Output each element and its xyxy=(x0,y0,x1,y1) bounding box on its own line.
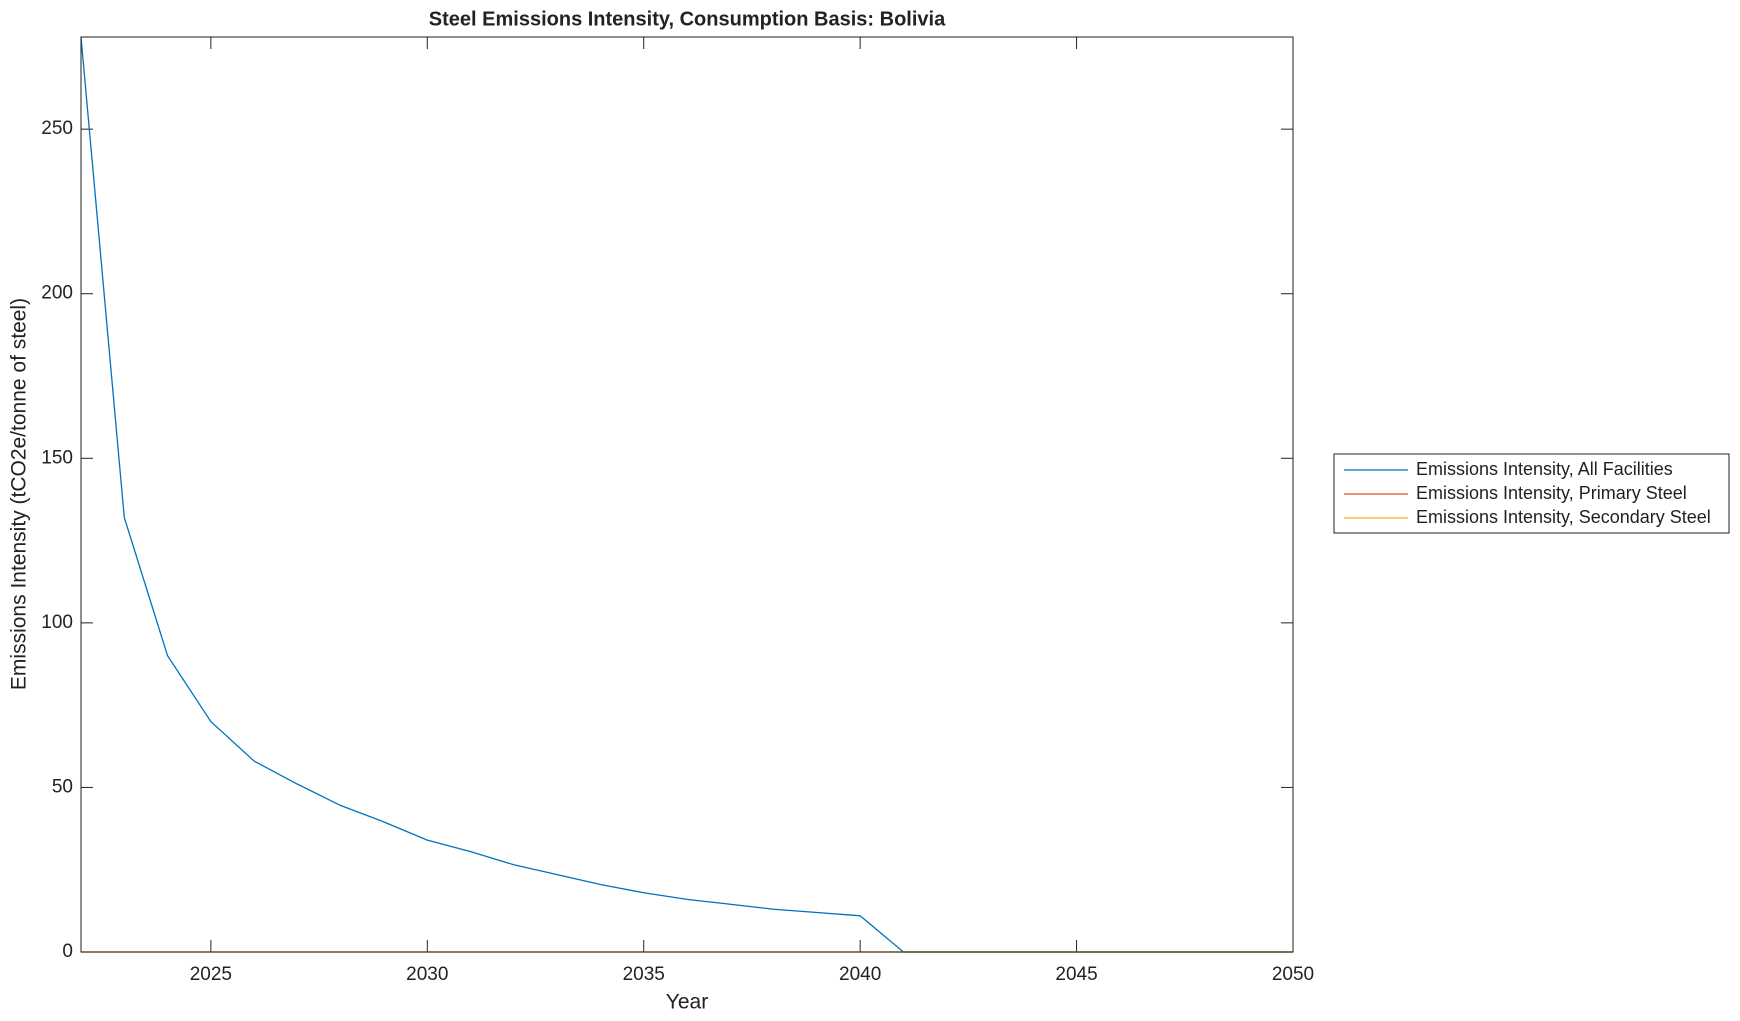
x-tick-label: 2045 xyxy=(1055,964,1097,985)
y-tick-label: 150 xyxy=(41,447,73,468)
legend-label: Emissions Intensity, Primary Steel xyxy=(1416,483,1687,503)
y-tick-label: 50 xyxy=(52,776,73,797)
x-tick-label: 2035 xyxy=(623,964,665,985)
x-tick-label: 2040 xyxy=(839,964,881,985)
y-tick-label: 0 xyxy=(62,941,73,962)
y-tick-label: 250 xyxy=(41,118,73,139)
x-axis-label: Year xyxy=(666,991,708,1014)
x-tick-label: 2050 xyxy=(1272,964,1314,985)
y-tick-label: 200 xyxy=(41,283,73,304)
legend-label: Emissions Intensity, All Facilities xyxy=(1416,459,1673,479)
y-axis-label: Emissions Intensity (tCO2e/tonne of stee… xyxy=(8,298,31,690)
plot-frame xyxy=(80,36,1294,953)
legend-label: Emissions Intensity, Secondary Steel xyxy=(1416,507,1711,527)
x-tick-label: 2030 xyxy=(406,964,448,985)
x-tick-label: 2025 xyxy=(190,964,232,985)
y-tick-label: 100 xyxy=(41,612,73,633)
chart-title: Steel Emissions Intensity, Consumption B… xyxy=(429,8,946,30)
